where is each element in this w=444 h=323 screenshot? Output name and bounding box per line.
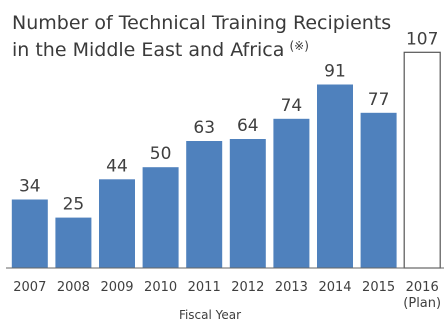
x-tick-label-2009: 2009 — [100, 280, 133, 295]
chart-title-note-mark: (※) — [290, 39, 309, 53]
x-tick-label-2008: 2008 — [57, 280, 90, 295]
value-label-2012: 64 — [237, 116, 259, 136]
x-tick-label-2013: 2013 — [275, 280, 308, 295]
chart-title-line-2-group: in the Middle East and Africa (※) — [12, 39, 309, 61]
value-label-2008: 25 — [63, 195, 85, 215]
value-label-2007: 34 — [19, 177, 41, 197]
chart-title-line-1: Number of Technical Training Recipients — [12, 12, 391, 34]
bar-2012 — [229, 139, 266, 268]
x-tick-note-2016: (Plan) — [403, 296, 441, 311]
x-tick-label-2010: 2010 — [144, 280, 177, 295]
bar-2009 — [99, 179, 135, 268]
chart-title-line-2: in the Middle East and Africa — [12, 39, 284, 61]
bar-plan-2016 — [403, 51, 441, 269]
value-label-2016: 107 — [406, 29, 438, 49]
bar-2011 — [186, 141, 223, 268]
value-label-2013: 74 — [281, 96, 303, 116]
bar-2010 — [142, 167, 179, 268]
value-label-2014: 91 — [324, 62, 346, 82]
x-tick-label-2007: 2007 — [13, 280, 46, 295]
bar-2007 — [11, 199, 48, 268]
value-label-2015: 77 — [368, 90, 390, 110]
value-labels-group: 34 25 44 50 63 64 74 91 77 107 — [19, 29, 438, 214]
x-tick-label-2012: 2012 — [231, 280, 264, 295]
x-tick-label-2016: 2016 — [406, 280, 439, 295]
x-tick-label-2015: 2015 — [362, 280, 395, 295]
x-tick-label-2014: 2014 — [318, 280, 351, 295]
value-label-2011: 63 — [193, 118, 215, 138]
bar-2013 — [273, 118, 310, 268]
value-label-2010: 50 — [150, 144, 172, 164]
bar-2008 — [55, 217, 92, 268]
tick-labels-group: 2007 2008 2009 2010 2011 2012 2013 2014 2015 2016… — [13, 280, 441, 311]
x-tick-label-2011: 2011 — [188, 280, 221, 295]
bar-2015 — [360, 112, 397, 268]
value-label-2009: 44 — [106, 156, 128, 176]
bar-2014 — [317, 84, 353, 268]
bars-group — [11, 51, 441, 269]
x-axis-title: Fiscal Year — [179, 308, 241, 322]
